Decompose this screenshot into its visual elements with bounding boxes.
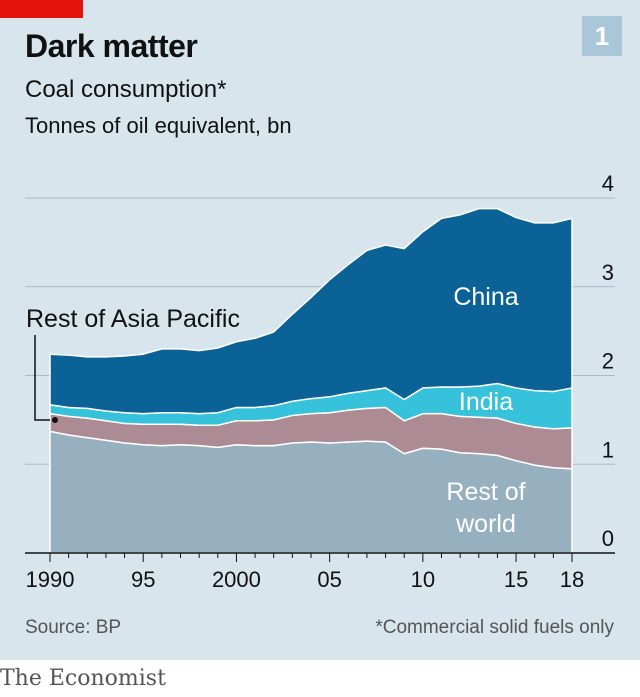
red-tag bbox=[0, 0, 83, 18]
stacked-areas bbox=[49, 207, 573, 554]
y-tick-label-0: 0 bbox=[602, 526, 614, 551]
y-tick-label-4: 4 bbox=[602, 171, 614, 196]
chart-title: Dark matter bbox=[25, 28, 198, 64]
x-tick-label-2015: 15 bbox=[504, 567, 528, 592]
publisher-logo-text: The Economist bbox=[0, 666, 166, 691]
x-tick-label-2010: 10 bbox=[411, 567, 435, 592]
rest-of-world-label-line1: Rest of bbox=[446, 478, 525, 506]
india-label: India bbox=[459, 388, 513, 416]
rest-of-world-label-line2: world bbox=[455, 510, 516, 538]
rest-of-asia-pacific-label: Rest of Asia Pacific bbox=[26, 305, 240, 333]
chart-number-badge: 1 bbox=[582, 16, 622, 56]
china-area bbox=[49, 207, 573, 415]
rest-of-asia-pacific-leader-line bbox=[34, 335, 50, 421]
area-chart: 0 1 2 3 4 1990 95 2000 05 10 15 18 China India Res… bbox=[25, 171, 615, 592]
x-tick-label-2000: 2000 bbox=[212, 567, 261, 592]
y-axis-ticks: 0 1 2 3 4 bbox=[602, 171, 614, 551]
y-tick-label-1: 1 bbox=[602, 437, 614, 462]
x-tick-label-2005: 05 bbox=[317, 567, 341, 592]
series-labels: China India Rest of world Rest of Asia P… bbox=[26, 283, 526, 538]
x-tick-label-2018: 18 bbox=[560, 567, 584, 592]
x-tick-label-1995: 95 bbox=[131, 567, 155, 592]
x-tick-label-1990: 1990 bbox=[26, 567, 75, 592]
rest-of-asia-pacific-leader-dot bbox=[52, 417, 58, 423]
y-tick-label-3: 3 bbox=[602, 260, 614, 285]
x-axis: 1990 95 2000 05 10 15 18 bbox=[25, 552, 615, 592]
chart-units: Tonnes of oil equivalent, bn bbox=[25, 113, 292, 138]
chart-subtitle: Coal consumption* bbox=[25, 76, 227, 103]
china-label: China bbox=[453, 283, 518, 311]
source-note: Source: BP bbox=[25, 617, 122, 638]
footnote: *Commercial solid fuels only bbox=[375, 617, 614, 638]
y-tick-label-2: 2 bbox=[602, 349, 614, 374]
